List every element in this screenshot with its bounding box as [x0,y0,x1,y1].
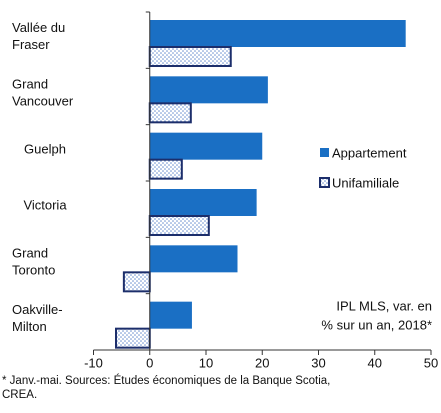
legend-swatch [320,148,329,157]
x-tick-label: 40 [368,355,382,370]
x-tick-label: 30 [311,355,325,370]
category-label: Fraser [12,37,50,52]
annotation: IPL MLS, var. en [336,298,432,313]
x-tick-label: 0 [146,355,153,370]
bar [149,20,406,47]
bar [149,245,238,273]
category-label: Vallée du [12,20,65,35]
bar [149,132,263,160]
legend-label: Unifamiliale [332,175,399,190]
bar [122,271,151,293]
bar [148,215,210,236]
legend-label: Appartement [332,145,407,160]
x-tick-label: 10 [199,355,213,370]
bar [148,46,232,67]
category-label: Grand [12,245,48,260]
bar [148,158,183,180]
bar [149,301,192,329]
category-label: Guelph [24,141,66,156]
x-tick-label: 50 [424,355,438,370]
footnote: * Janv.-mai. Sources: Études économiques… [2,374,330,387]
bar [115,327,151,349]
annotation: % sur un an, 2018* [321,317,432,332]
category-label: Oakville- [12,302,63,317]
category-label: Toronto [12,262,55,277]
x-tick-label: 20 [255,355,269,370]
bar [148,102,192,124]
bar [149,76,268,104]
category-label: Victoria [23,198,67,213]
category-label: Milton [12,319,47,334]
bar [149,189,257,216]
category-label: Grand [12,76,48,91]
footnote: CREA. [2,389,37,401]
legend-swatch [319,177,330,188]
x-tick-label: -10 [84,355,103,370]
category-label: Vancouver [12,93,74,108]
